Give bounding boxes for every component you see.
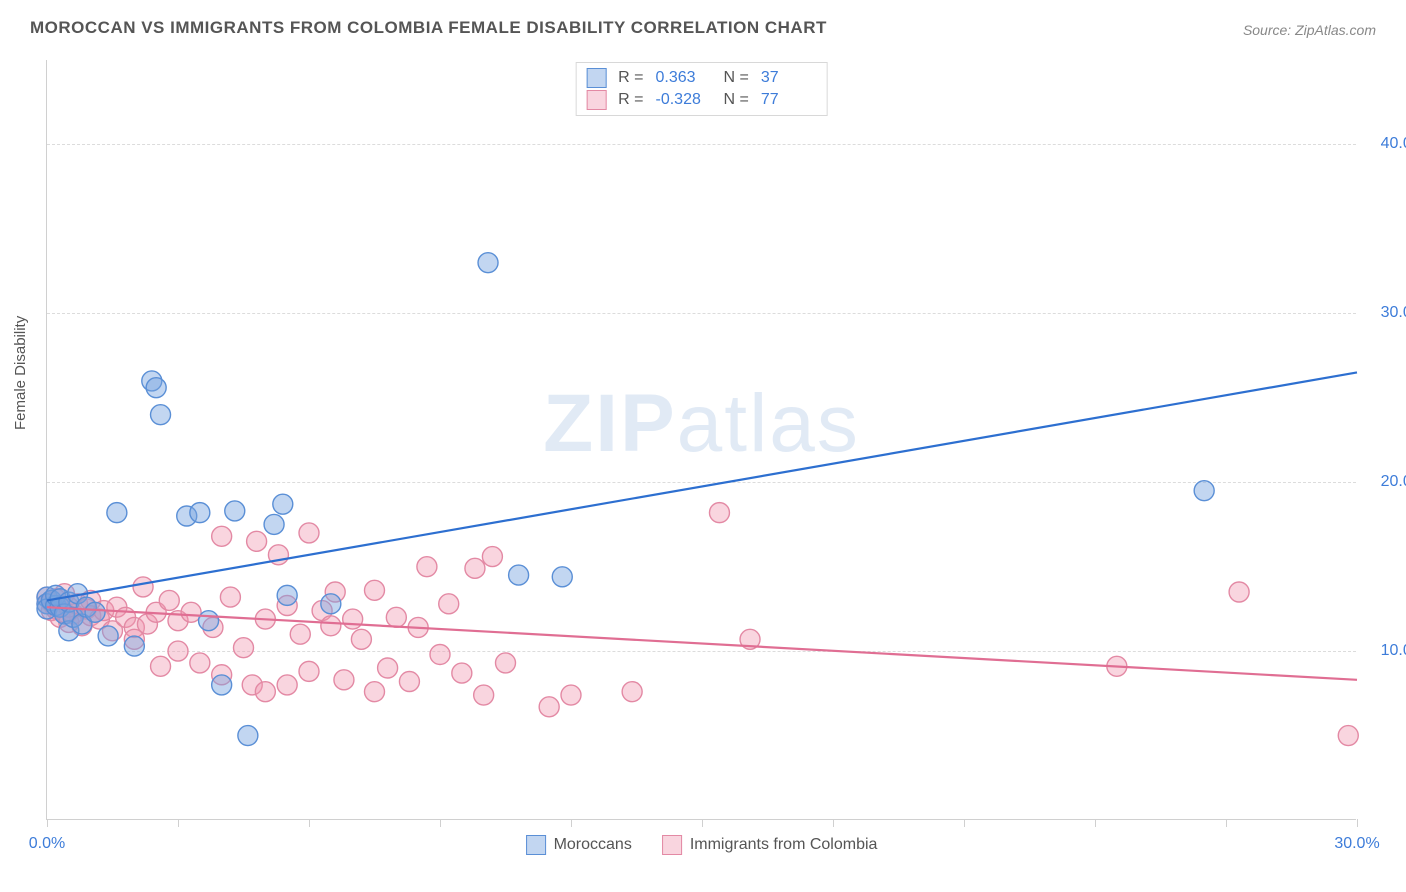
scatter-point-immigrants-from-colombia bbox=[452, 663, 472, 683]
scatter-point-moroccans bbox=[509, 565, 529, 585]
scatter-point-immigrants-from-colombia bbox=[220, 587, 240, 607]
scatter-point-immigrants-from-colombia bbox=[290, 624, 310, 644]
scatter-point-moroccans bbox=[277, 585, 297, 605]
swatch-colombia bbox=[586, 90, 606, 110]
x-tick bbox=[178, 819, 179, 827]
scatter-point-moroccans bbox=[212, 675, 232, 695]
scatter-point-immigrants-from-colombia bbox=[190, 653, 210, 673]
scatter-point-immigrants-from-colombia bbox=[430, 644, 450, 664]
stat-r-value-colombia: -0.328 bbox=[656, 91, 712, 109]
scatter-point-immigrants-from-colombia bbox=[299, 523, 319, 543]
scatter-point-immigrants-from-colombia bbox=[168, 641, 188, 661]
scatter-point-immigrants-from-colombia bbox=[365, 580, 385, 600]
scatter-point-immigrants-from-colombia bbox=[321, 616, 341, 636]
stat-n-label: N = bbox=[724, 69, 749, 87]
scatter-point-moroccans bbox=[273, 494, 293, 514]
scatter-point-immigrants-from-colombia bbox=[622, 682, 642, 702]
scatter-point-immigrants-from-colombia bbox=[299, 661, 319, 681]
plot-area: ZIPatlas 10.0%20.0%30.0%40.0% 0.0%30.0% … bbox=[46, 60, 1356, 820]
scatter-point-moroccans bbox=[321, 594, 341, 614]
stat-r-label: R = bbox=[618, 91, 643, 109]
x-tick-label: 0.0% bbox=[29, 835, 65, 853]
scatter-point-immigrants-from-colombia bbox=[417, 557, 437, 577]
x-tick-label: 30.0% bbox=[1334, 835, 1379, 853]
stat-n-value-moroccans: 37 bbox=[761, 69, 817, 87]
legend-item-moroccans: Moroccans bbox=[526, 835, 632, 855]
legend-stats-row-colombia: R = -0.328 N = 77 bbox=[586, 89, 817, 111]
scatter-point-moroccans bbox=[85, 602, 105, 622]
scatter-point-moroccans bbox=[190, 503, 210, 523]
scatter-point-immigrants-from-colombia bbox=[399, 672, 419, 692]
chart-svg bbox=[47, 60, 1356, 819]
stat-r-label: R = bbox=[618, 69, 643, 87]
x-tick bbox=[47, 819, 48, 827]
scatter-point-immigrants-from-colombia bbox=[159, 590, 179, 610]
scatter-point-moroccans bbox=[107, 503, 127, 523]
scatter-point-immigrants-from-colombia bbox=[351, 629, 371, 649]
stat-n-value-colombia: 77 bbox=[761, 91, 817, 109]
scatter-point-moroccans bbox=[552, 567, 572, 587]
y-tick-label: 40.0% bbox=[1366, 135, 1406, 153]
scatter-point-immigrants-from-colombia bbox=[234, 638, 254, 658]
y-tick-label: 10.0% bbox=[1366, 642, 1406, 660]
scatter-point-immigrants-from-colombia bbox=[133, 577, 153, 597]
scatter-point-moroccans bbox=[146, 378, 166, 398]
x-tick bbox=[1226, 819, 1227, 827]
swatch-moroccans bbox=[586, 68, 606, 88]
bottom-legend: Moroccans Immigrants from Colombia bbox=[526, 835, 878, 855]
source-attribution: Source: ZipAtlas.com bbox=[1243, 22, 1376, 38]
scatter-point-immigrants-from-colombia bbox=[1338, 726, 1358, 746]
legend-stats-box: R = 0.363 N = 37 R = -0.328 N = 77 bbox=[575, 62, 828, 116]
scatter-point-immigrants-from-colombia bbox=[474, 685, 494, 705]
scatter-point-immigrants-from-colombia bbox=[365, 682, 385, 702]
scatter-point-immigrants-from-colombia bbox=[561, 685, 581, 705]
y-tick-label: 20.0% bbox=[1366, 473, 1406, 491]
scatter-point-immigrants-from-colombia bbox=[482, 547, 502, 567]
scatter-point-moroccans bbox=[225, 501, 245, 521]
scatter-point-moroccans bbox=[151, 405, 171, 425]
scatter-point-immigrants-from-colombia bbox=[709, 503, 729, 523]
regression-line-moroccans bbox=[47, 372, 1357, 600]
scatter-point-immigrants-from-colombia bbox=[255, 682, 275, 702]
scatter-point-moroccans bbox=[124, 636, 144, 656]
legend-stats-row-moroccans: R = 0.363 N = 37 bbox=[586, 67, 817, 89]
x-tick bbox=[964, 819, 965, 827]
x-tick bbox=[571, 819, 572, 827]
scatter-point-immigrants-from-colombia bbox=[277, 675, 297, 695]
legend-swatch-colombia bbox=[662, 835, 682, 855]
y-axis-label: Female Disability bbox=[12, 316, 29, 430]
x-tick bbox=[309, 819, 310, 827]
scatter-point-moroccans bbox=[478, 253, 498, 273]
scatter-point-moroccans bbox=[98, 626, 118, 646]
scatter-point-immigrants-from-colombia bbox=[496, 653, 516, 673]
chart-title: MOROCCAN VS IMMIGRANTS FROM COLOMBIA FEM… bbox=[30, 18, 827, 38]
scatter-point-immigrants-from-colombia bbox=[539, 697, 559, 717]
x-tick bbox=[702, 819, 703, 827]
scatter-point-immigrants-from-colombia bbox=[212, 526, 232, 546]
scatter-point-immigrants-from-colombia bbox=[386, 607, 406, 627]
scatter-point-immigrants-from-colombia bbox=[465, 558, 485, 578]
scatter-point-immigrants-from-colombia bbox=[1229, 582, 1249, 602]
y-tick-label: 30.0% bbox=[1366, 304, 1406, 322]
scatter-point-moroccans bbox=[238, 726, 258, 746]
scatter-point-immigrants-from-colombia bbox=[247, 531, 267, 551]
scatter-point-immigrants-from-colombia bbox=[378, 658, 398, 678]
legend-swatch-moroccans bbox=[526, 835, 546, 855]
scatter-point-immigrants-from-colombia bbox=[151, 656, 171, 676]
x-tick bbox=[440, 819, 441, 827]
stat-r-value-moroccans: 0.363 bbox=[656, 69, 712, 87]
scatter-point-moroccans bbox=[264, 514, 284, 534]
x-tick bbox=[833, 819, 834, 827]
x-tick bbox=[1095, 819, 1096, 827]
scatter-point-moroccans bbox=[199, 611, 219, 631]
legend-item-colombia: Immigrants from Colombia bbox=[662, 835, 878, 855]
scatter-point-immigrants-from-colombia bbox=[439, 594, 459, 614]
legend-label-colombia: Immigrants from Colombia bbox=[690, 836, 878, 854]
scatter-point-immigrants-from-colombia bbox=[343, 609, 363, 629]
stat-n-label: N = bbox=[724, 91, 749, 109]
scatter-point-immigrants-from-colombia bbox=[334, 670, 354, 690]
x-tick bbox=[1357, 819, 1358, 827]
scatter-point-moroccans bbox=[1194, 481, 1214, 501]
legend-label-moroccans: Moroccans bbox=[554, 836, 632, 854]
